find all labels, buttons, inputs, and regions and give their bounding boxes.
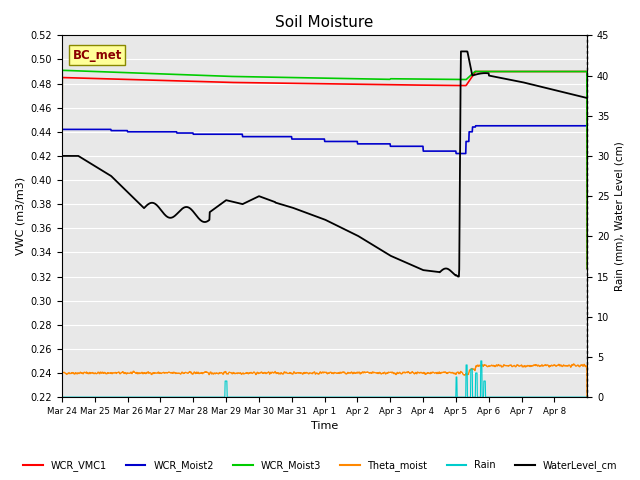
Title: Soil Moisture: Soil Moisture [275, 15, 374, 30]
Text: BC_met: BC_met [72, 49, 122, 62]
Y-axis label: VWC (m3/m3): VWC (m3/m3) [15, 177, 25, 255]
Y-axis label: Rain (mm), Water Level (cm): Rain (mm), Water Level (cm) [615, 141, 625, 291]
X-axis label: Time: Time [311, 421, 338, 432]
Legend: WCR_VMC1, WCR_Moist2, WCR_Moist3, Theta_moist, Rain, WaterLevel_cm: WCR_VMC1, WCR_Moist2, WCR_Moist3, Theta_… [19, 456, 621, 475]
